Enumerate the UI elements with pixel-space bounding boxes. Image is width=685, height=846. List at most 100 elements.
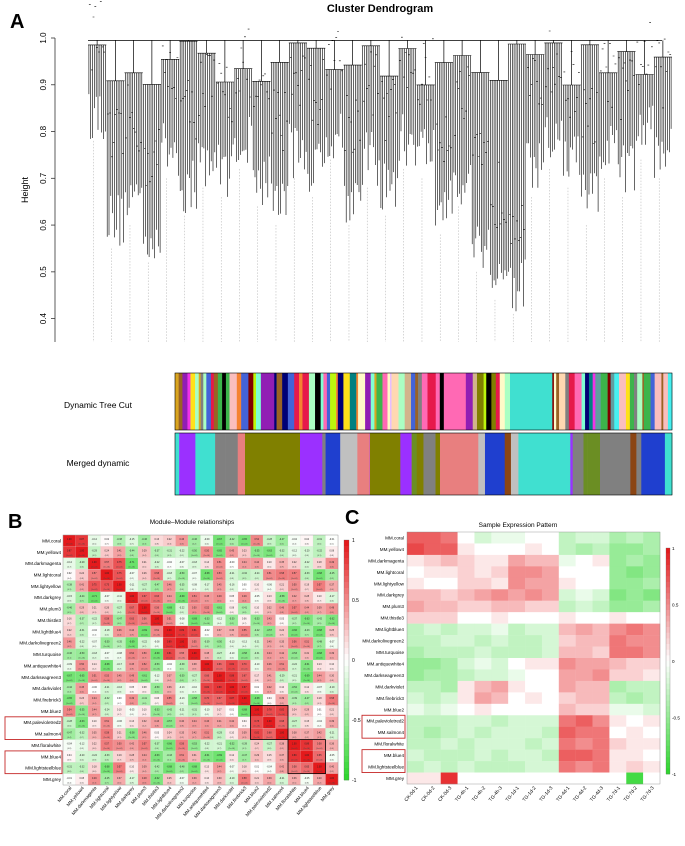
corr-pvalue: (1e-04) <box>154 600 161 602</box>
tree-cut-segment <box>499 373 506 430</box>
corr-value: -0.12 <box>92 539 98 541</box>
corr-value: 0.67 <box>217 698 222 700</box>
corr-value: 0.00 <box>117 698 122 700</box>
dendro-cluster <box>142 84 161 259</box>
expr-cell <box>525 646 543 659</box>
corr-value: -0.02 <box>167 664 173 666</box>
corr-pvalue: (0.6) <box>180 623 184 625</box>
expr-cell <box>457 646 475 659</box>
tree-cut-segment <box>258 373 262 430</box>
expr-cell <box>558 646 576 659</box>
legend-step <box>344 732 349 739</box>
corr-pvalue: (0.3) <box>255 600 259 602</box>
corr-pvalue: (0.6) <box>205 782 209 784</box>
corr-pvalue: (0.5) <box>130 714 134 716</box>
dendrogram <box>88 1 672 342</box>
corr-value: -0.43 <box>167 755 173 757</box>
expr-cell <box>592 646 610 659</box>
expr-cell <box>558 554 576 567</box>
corr-value: -0.22 <box>204 744 210 746</box>
corr-value: 1.00 <box>255 710 260 712</box>
legend-step <box>344 666 349 673</box>
expr-cell <box>508 623 526 636</box>
corr-value: -0.27 <box>192 675 198 677</box>
corr-pvalue: (1e-04) <box>316 635 323 637</box>
expr-cell <box>474 761 492 773</box>
corr-pvalue: (0.9) <box>280 657 284 659</box>
legend-step <box>344 648 349 655</box>
merged-segment <box>195 433 216 495</box>
ytick-label: 0.8 <box>39 125 48 137</box>
tree-cut-segment <box>431 373 437 430</box>
merged-segment <box>411 433 417 495</box>
corr-pvalue: (0.2) <box>230 737 234 739</box>
expr-cell <box>474 612 492 624</box>
corr-pvalue: (0.7) <box>167 589 171 591</box>
legend-step <box>666 638 670 645</box>
tree-cut-segment <box>574 373 582 430</box>
corr-pvalue: (0.6) <box>280 760 284 762</box>
corr-pvalue: (0.4) <box>230 760 234 762</box>
legend-tick: 0 <box>352 658 355 664</box>
corr-value: 0.68 <box>267 732 272 734</box>
tree-cut-segment <box>389 373 392 430</box>
corr-value: -0.07 <box>129 573 135 575</box>
corr-value: -0.39 <box>179 664 185 666</box>
expr-cell <box>474 715 492 727</box>
expr-cell <box>423 658 441 670</box>
legend-step <box>344 720 349 727</box>
corr-pvalue: (1e-04) <box>329 703 336 705</box>
tree-cut-segment <box>618 373 627 430</box>
dendro-cluster <box>580 44 599 212</box>
corr-pvalue: (1e-04) <box>116 748 123 750</box>
corr-value: 0.57 <box>105 744 110 746</box>
corr-pvalue: (1e-04) <box>291 657 298 659</box>
corr-pvalue: (1e-04) <box>216 612 223 614</box>
corr-pvalue: (0.5) <box>330 578 334 580</box>
expr-cell <box>491 761 509 773</box>
row-label: MM.antiquewhite4 <box>24 663 62 668</box>
tree-cut-segment <box>472 373 478 430</box>
corr-value: 0.49 <box>92 778 97 780</box>
merged-segment <box>484 433 506 495</box>
tree-cut-segment <box>330 373 337 430</box>
corr-value: 0.67 <box>242 675 247 677</box>
expr-cell <box>575 646 593 659</box>
expr-cell <box>423 589 441 601</box>
corr-pvalue: (1e-04) <box>141 635 148 637</box>
tree-cut-segment <box>365 373 372 430</box>
expr-cell <box>440 566 458 579</box>
expr-cell <box>457 692 475 705</box>
corr-value: 0.21 <box>255 778 260 780</box>
corr-pvalue: (0.6) <box>167 600 171 602</box>
corr-value: -0.04 <box>267 766 273 768</box>
corr-value: 0.43 <box>155 721 160 723</box>
expr-cell <box>626 749 644 762</box>
dendro-cluster <box>88 1 107 139</box>
corr-value: 0.89 <box>167 641 172 643</box>
corr-pvalue: (0.5) <box>330 612 334 614</box>
tree-cut-segment <box>200 373 204 430</box>
corr-value: -0.22 <box>154 562 160 564</box>
corr-value: -0.18 <box>92 653 98 655</box>
corr-pvalue: (0.5) <box>255 657 259 659</box>
expr-cell <box>508 669 526 682</box>
expr-cell <box>457 726 475 739</box>
corr-pvalue: (0.3) <box>67 589 71 591</box>
corr-value: 0.05 <box>230 596 235 598</box>
expr-cell <box>423 772 441 785</box>
corr-pvalue: (0.6) <box>305 544 309 546</box>
row-label: MM.palevioletred2 <box>366 719 404 724</box>
expr-cell <box>407 566 425 579</box>
expr-cell <box>407 749 425 762</box>
expr-cell <box>643 658 661 670</box>
expr-cell <box>592 749 610 762</box>
corr-pvalue: (0.3) <box>317 680 321 682</box>
expr-cell <box>407 761 425 773</box>
corr-pvalue: (0.6) <box>80 566 84 568</box>
corr-pvalue: (0.1) <box>255 612 259 614</box>
corr-pvalue: (1e-04) <box>191 623 198 625</box>
corr-pvalue: (0.5) <box>230 725 234 727</box>
dendro-cluster <box>307 47 326 192</box>
corr-value: -0.69 <box>179 596 185 598</box>
